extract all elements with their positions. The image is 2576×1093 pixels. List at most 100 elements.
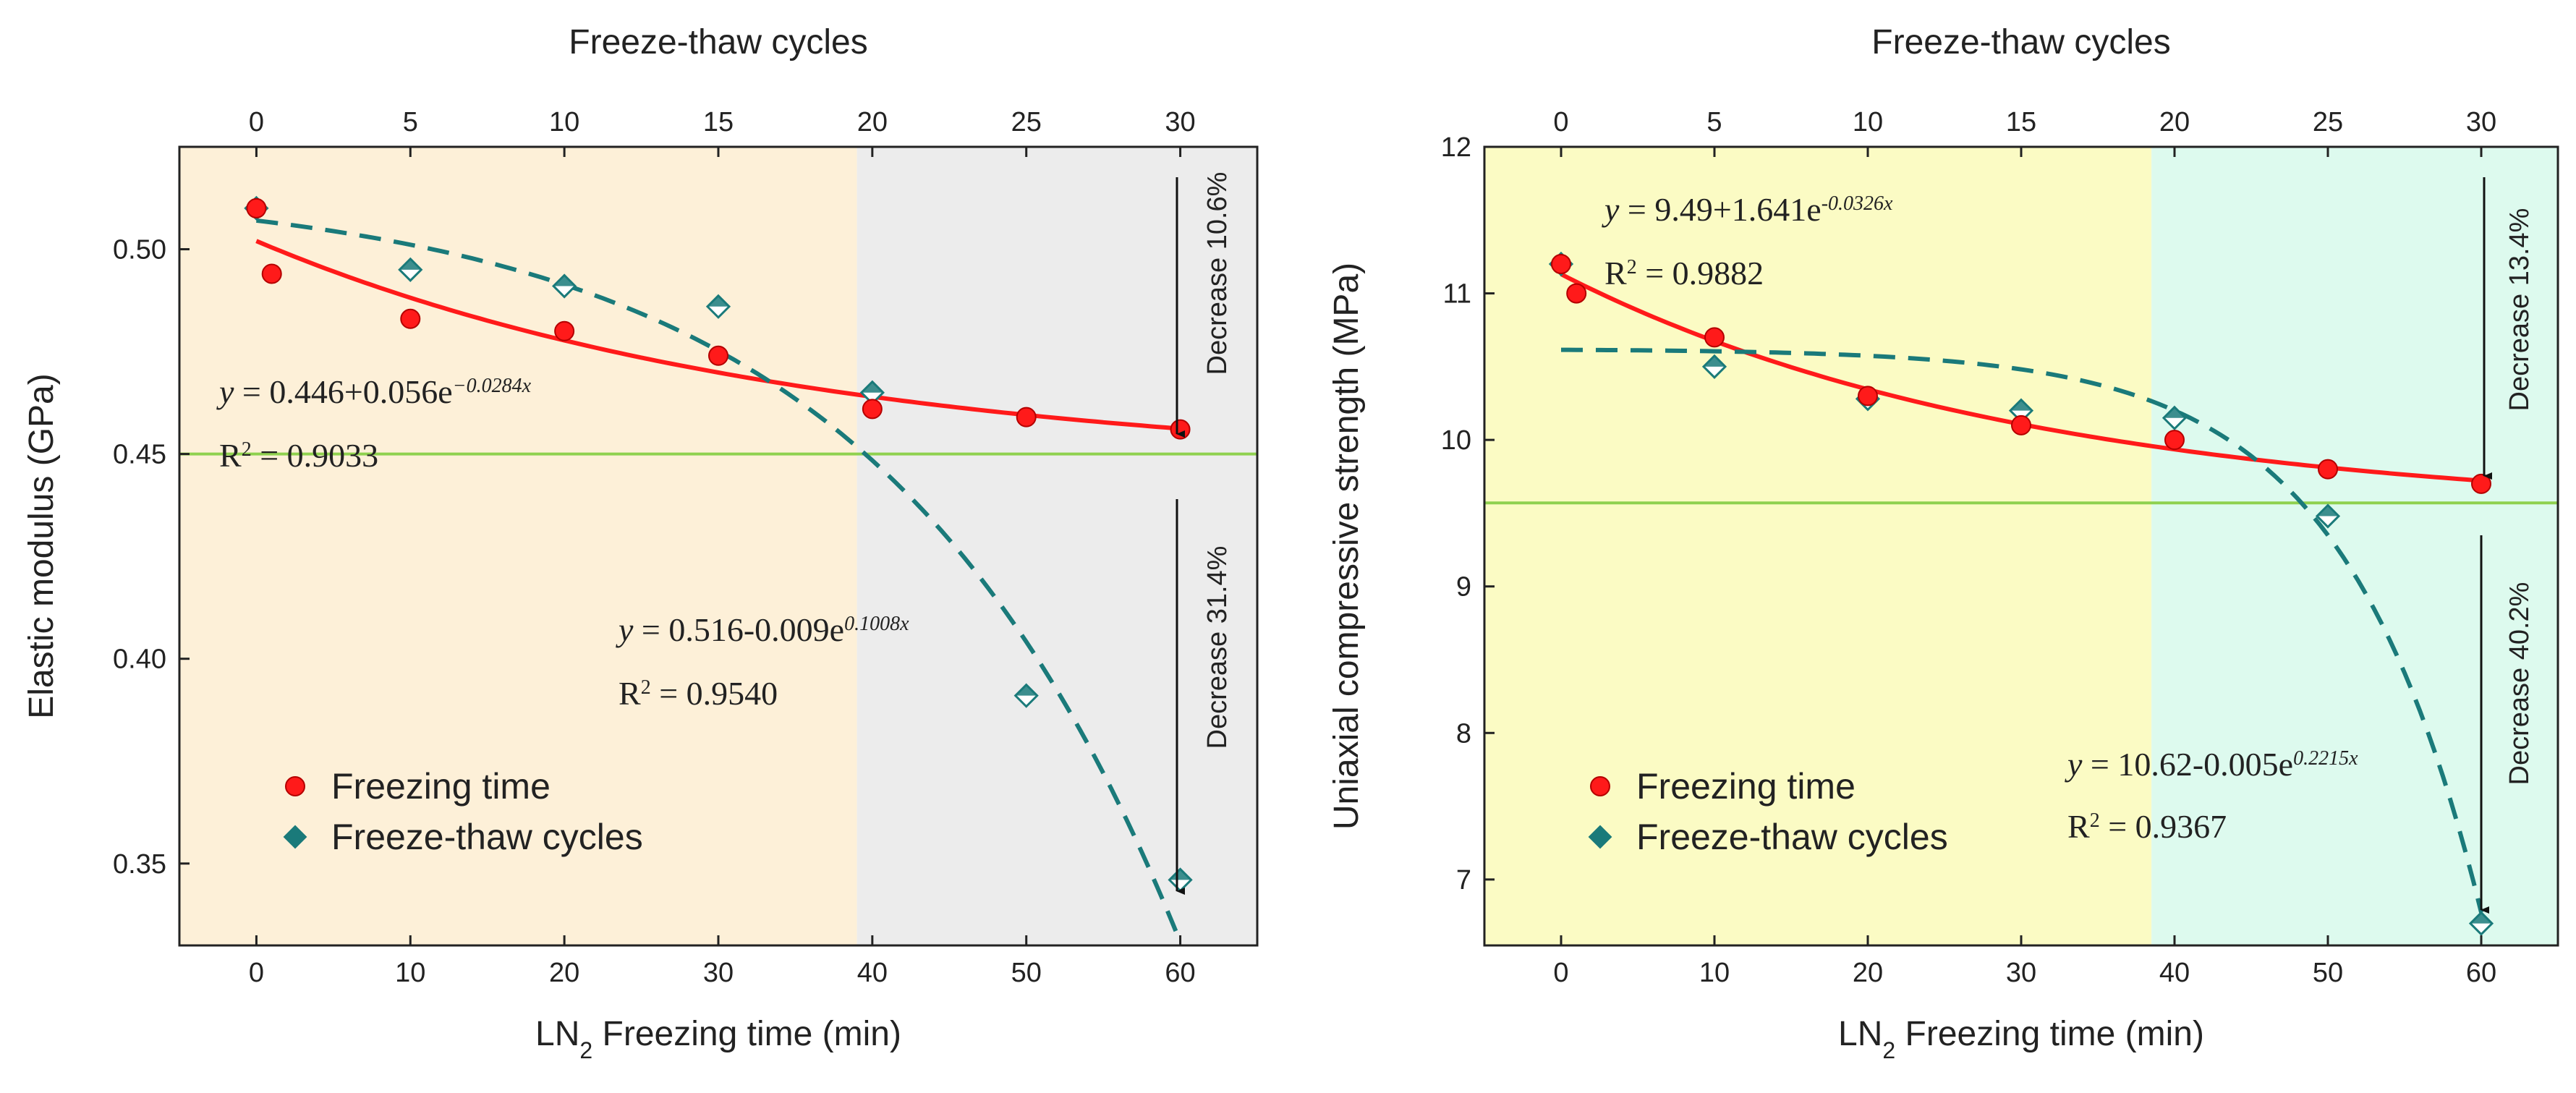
freeze-thaw-point (2315, 503, 2341, 529)
x2-tick-label: 10 (549, 107, 579, 137)
freeze-thaw-point (1701, 354, 1727, 379)
x-tick-label: 60 (2466, 958, 2496, 988)
freezing-time-point (2164, 430, 2185, 451)
freezing-time-point (1551, 254, 1571, 275)
y-tick-label: 0.50 (113, 235, 166, 265)
x-tick-label: 30 (2006, 958, 2036, 988)
x-tick-label: 10 (395, 958, 425, 988)
x2-tick-label: 10 (1853, 107, 1883, 137)
left-bottom-axis-title: LN2 Freezing time (min) (535, 1015, 901, 1063)
left-annotation-decrease-31-4: Decrease 31.4% (1202, 546, 1233, 749)
x2-tick-label: 25 (1011, 107, 1042, 137)
freezing-time-point (400, 308, 421, 329)
x2-tick-label: 5 (403, 107, 418, 137)
right-legend-label-freeze-thaw: Freeze-thaw cycles (1636, 817, 1948, 857)
freezing-time-point (554, 320, 575, 341)
freezing-time-point (2011, 414, 2031, 435)
right-plot-marks (1548, 251, 2494, 936)
compressive-strength-chart: 0 10 20 30 40 50 60 0 5 10 15 20 25 30 7 8 9 10 11 12 Freez… (1327, 23, 2559, 1063)
x-tick-label: 30 (703, 958, 734, 988)
right-legend-diamond-marker (1588, 825, 1612, 849)
freeze-thaw-fit-curve (256, 218, 1183, 943)
x-tick-label: 40 (857, 958, 888, 988)
freezing-time-point (1704, 327, 1725, 348)
x-tick-label: 0 (249, 958, 264, 988)
freezing-time-point (2471, 473, 2491, 494)
freezing-time-point (1170, 419, 1191, 440)
right-annotation-decrease-13-4: Decrease 13.4% (2504, 208, 2535, 412)
right-annotation-decrease-40-2: Decrease 40.2% (2504, 582, 2535, 786)
left-r2-freezing: R2 = 0.9033 (219, 437, 378, 474)
x-tick-label: 20 (1853, 958, 1883, 988)
left-legend-diamond-marker (283, 825, 307, 849)
x-tick-label: 20 (549, 958, 579, 988)
y-tick-label: 0.40 (113, 645, 166, 675)
x2-tick-label: 5 (1706, 107, 1722, 137)
x2-tick-label: 20 (857, 107, 888, 137)
right-legend-label-freezing: Freezing time (1636, 766, 1856, 807)
freezing-time-point (261, 263, 282, 284)
left-equation-freezing: y = 0.446+0.056e−0.0284x (216, 373, 532, 410)
right-r2-freeze-thaw: R2 = 0.9367 (2067, 808, 2227, 845)
x-tick-label: 50 (1011, 958, 1042, 988)
x2-tick-label: 30 (1165, 107, 1195, 137)
freeze-thaw-point (398, 257, 423, 282)
y-tick-label: 9 (1456, 572, 1471, 603)
right-r2-freezing: R2 = 0.9882 (1604, 255, 1764, 292)
x2-tick-label: 0 (1553, 107, 1568, 137)
right-shade-later-region (2151, 147, 2558, 945)
y-tick-label: 11 (1443, 279, 1471, 310)
x-tick-label: 10 (1699, 958, 1730, 988)
left-legend: Freezing time Freeze-thaw cycles (283, 766, 643, 857)
x-tick-label: 40 (2159, 958, 2190, 988)
x2-tick-label: 15 (2006, 107, 2036, 137)
x2-tick-label: 30 (2466, 107, 2496, 137)
x2-tick-label: 15 (703, 107, 734, 137)
y-tick-label: 0.45 (113, 440, 166, 470)
left-plot-marks (244, 195, 1193, 943)
x2-tick-label: 0 (249, 107, 264, 137)
freezing-time-point (2318, 459, 2338, 480)
left-legend-label-freeze-thaw: Freeze-thaw cycles (331, 817, 643, 857)
y-tick-label: 0.35 (113, 849, 166, 880)
right-legend: Freezing time Freeze-thaw cycles (1588, 766, 1948, 857)
left-legend-label-freezing: Freezing time (331, 766, 551, 807)
y-tick-label: 8 (1456, 718, 1471, 749)
left-r2-freeze-thaw: R2 = 0.9540 (619, 675, 778, 712)
left-annotation-decrease-10-6: Decrease 10.6% (1202, 172, 1233, 375)
right-legend-circle-marker (1590, 776, 1610, 796)
right-shade-freezing-region (1484, 147, 2152, 945)
right-y-axis-title: Uniaxial compressive strength (MPa) (1327, 263, 1366, 830)
left-shade-later-region (856, 147, 1257, 945)
left-axes: 0 10 20 30 40 50 60 0 5 10 15 20 25 30 0.35 0.40 0.45 0.5… (113, 107, 1259, 988)
freeze-thaw-point (1013, 683, 1039, 708)
left-shade-freezing-region (179, 147, 857, 945)
y-tick-label: 10 (1441, 425, 1471, 456)
y-tick-label: 7 (1456, 865, 1471, 896)
freezing-time-point (862, 399, 883, 420)
right-axes: 0 10 20 30 40 50 60 0 5 10 15 20 25 30 7 8 9 10 11 12 (1441, 107, 2559, 988)
left-equation-freeze-thaw: y = 0.516-0.009e0.1008x (616, 611, 909, 648)
x-tick-label: 50 (2313, 958, 2343, 988)
left-top-axis-title: Freeze-thaw cycles (569, 23, 867, 61)
x-tick-label: 0 (1553, 958, 1568, 988)
freezing-time-point (1566, 283, 1587, 304)
x2-tick-label: 25 (2313, 107, 2343, 137)
freezing-time-point (1858, 386, 1878, 407)
right-top-axis-title: Freeze-thaw cycles (1871, 23, 2170, 61)
x2-tick-label: 20 (2159, 107, 2190, 137)
right-equation-freezing: y = 9.49+1.641e-0.0326x (1602, 191, 1893, 228)
x-tick-label: 60 (1165, 958, 1195, 988)
right-equation-freeze-thaw: y = 10.62-0.005e0.2215x (2065, 746, 2358, 783)
left-y-axis-title: Elastic modulus (GPa) (22, 373, 61, 719)
elastic-modulus-chart: 0 10 20 30 40 50 60 0 5 10 15 20 25 30 0.35 0.40 0.45 0.5… (22, 23, 1259, 1063)
y-tick-label: 12 (1441, 132, 1471, 163)
right-bottom-axis-title: LN2 Freezing time (min) (1838, 1015, 2204, 1063)
left-legend-circle-marker (285, 776, 305, 796)
freezing-time-point (1016, 407, 1037, 428)
freeze-thaw-point (705, 294, 731, 319)
freeze-thaw-point (552, 273, 577, 299)
freeze-thaw-point (2161, 405, 2188, 430)
freeze-thaw-point (2468, 911, 2494, 936)
